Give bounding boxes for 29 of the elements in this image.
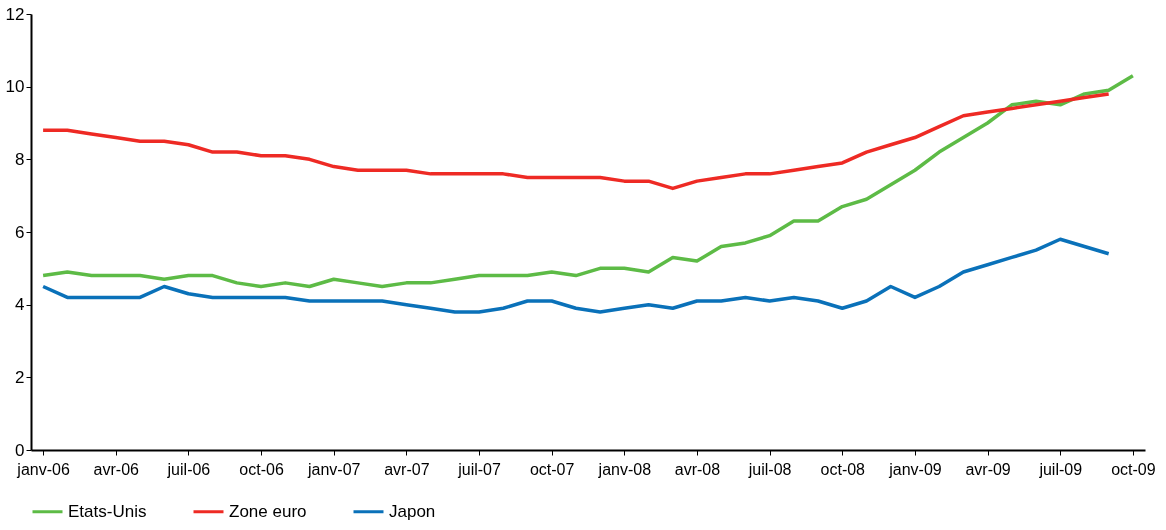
legend-label: Etats-Unis: [68, 501, 147, 521]
x-tick-label: oct-06: [239, 460, 284, 478]
x-tick-label: juil-07: [457, 460, 501, 478]
x-tick-label: juil-09: [1038, 460, 1083, 478]
x-tick-label: avr-08: [674, 460, 721, 478]
x-tick-label: avr-09: [965, 460, 1011, 478]
x-tick-label: janv-06: [16, 460, 70, 478]
x-tick-label: janv-09: [888, 460, 942, 478]
x-tick-label: janv-08: [597, 460, 652, 478]
y-tick-label: 4: [15, 295, 25, 315]
x-tick-label: avr-07: [384, 460, 430, 478]
x-tick-label: oct-08: [820, 460, 866, 478]
x-tick-label: juil-08: [747, 460, 792, 478]
y-tick-label: 0: [15, 440, 25, 460]
y-tick-label: 6: [15, 222, 25, 242]
x-tick-label: oct-09: [1111, 460, 1156, 478]
y-tick-label: 8: [15, 149, 25, 169]
x-tick-label: janv-07: [306, 460, 361, 478]
x-tick-label: juil-06: [166, 460, 211, 478]
y-tick-label: 12: [5, 4, 25, 24]
line-series: [41, 74, 1135, 289]
line-series: [41, 237, 1111, 314]
legend-label: Zone euro: [229, 501, 307, 521]
y-tick-label: 2: [15, 367, 25, 387]
x-tick-label: oct-07: [529, 460, 575, 478]
legend-label: Japon: [389, 501, 436, 521]
x-tick-label: avr-06: [93, 460, 140, 478]
y-tick-label: 10: [5, 77, 25, 97]
line-series: [41, 92, 1111, 191]
